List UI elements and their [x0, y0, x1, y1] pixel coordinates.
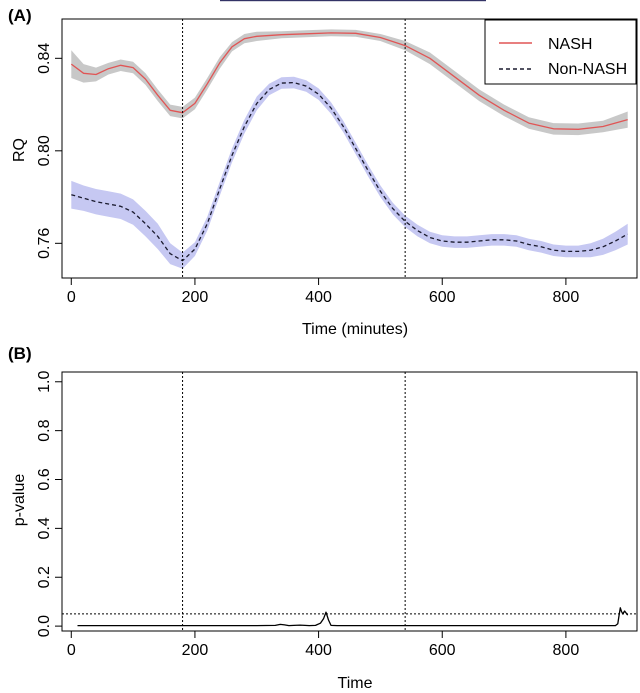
nash-line [70, 32, 628, 130]
panel-a-reference-lines [182, 19, 406, 278]
y-tick-label: 0.4 [36, 517, 53, 539]
non-nash-line [71, 81, 629, 262]
x-tick-label: 800 [553, 642, 580, 659]
x-tick-label: 400 [305, 289, 332, 306]
panel-b-y-axis-title: p-value [11, 474, 28, 527]
x-tick-label: 600 [429, 642, 456, 659]
y-tick-label: 0.2 [36, 566, 53, 588]
x-tick-label: 200 [182, 289, 209, 306]
panel-a-ticks: 0 200 400 600 800 0.76 0.80 0.84 [36, 43, 579, 306]
nash-confidence-band [71, 29, 628, 136]
x-tick-label: 0 [67, 289, 76, 306]
panel-b-ticks: 0 200 400 600 800 0.0 0.2 0.4 0.6 0.8 1.0 [36, 371, 579, 659]
series-line [77, 607, 629, 627]
panel-b-x-axis-title: Time [338, 675, 373, 692]
panel-a-legend: NASH Non-NASH [484, 19, 637, 85]
x-tick-label: 800 [553, 289, 580, 306]
y-tick-label: 0.6 [36, 468, 53, 490]
panel-b-tag: (B) [8, 344, 32, 363]
panel-a-plot-frame [61, 18, 638, 279]
y-tick-label: 1.0 [36, 371, 53, 393]
panel-a-tag: (A) [8, 6, 32, 25]
x-tick-label: 400 [305, 642, 332, 659]
legend-box [484, 19, 637, 85]
panel-b-series [77, 607, 629, 627]
y-tick-label: 0.80 [36, 135, 53, 166]
x-tick-label: 0 [67, 642, 76, 659]
y-tick-label: 0.8 [36, 419, 53, 441]
panel-b-reference-lines [62, 372, 637, 631]
legend-non-nash-label: Non-NASH [548, 61, 627, 78]
panel-a: (A) 0 200 400 600 800 0.76 0.80 0.84 NASH Non-N… [8, 6, 638, 338]
figure-top-edge [220, 0, 486, 2]
legend-nash-label: NASH [548, 36, 592, 53]
panel-a-bands [71, 29, 628, 269]
y-tick-label: 0.76 [36, 228, 53, 259]
x-tick-label: 200 [182, 642, 209, 659]
y-tick-label: 0.0 [36, 615, 53, 637]
non-nash-confidence-band [71, 76, 628, 269]
panel-b-plot-frame [61, 371, 638, 632]
panel-a-x-axis-title: Time (minutes) [302, 321, 408, 338]
y-tick-label: 0.84 [36, 43, 53, 74]
panel-b: (B) 0 200 400 600 800 0.0 0.2 0.4 0.6 0.8 1.0 Time… [8, 344, 638, 692]
panel-a-series [70, 32, 629, 262]
panel-a-y-axis-title: RQ [11, 138, 28, 162]
x-tick-label: 600 [429, 289, 456, 306]
